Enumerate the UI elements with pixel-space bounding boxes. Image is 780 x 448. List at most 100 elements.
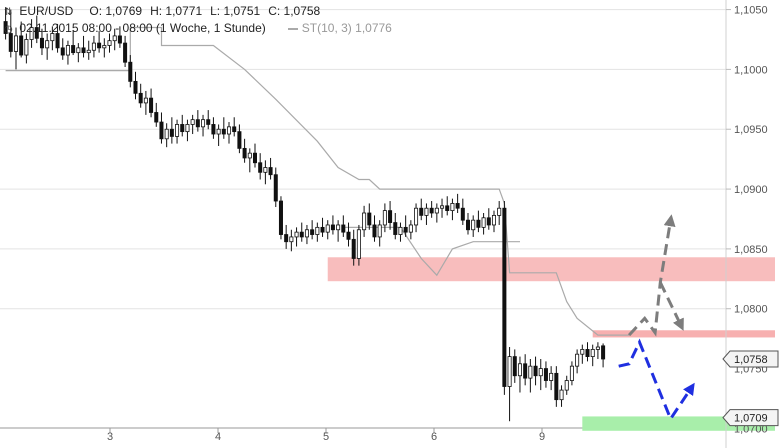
time-axis: 3 4 5 6 9	[107, 428, 545, 443]
candle-body	[97, 42, 102, 49]
candle-body	[227, 126, 232, 135]
candle-body	[351, 238, 356, 259]
y-tick-label: 1,0700	[734, 423, 768, 435]
candle	[34, 15, 39, 44]
candle	[564, 375, 569, 395]
candle-body	[450, 203, 455, 212]
candle	[102, 38, 107, 58]
y-tick-label: 1,0850	[734, 244, 768, 256]
candle	[507, 347, 512, 422]
candle	[175, 119, 180, 144]
indicator-name: ST(10, 3)	[301, 21, 352, 35]
candle	[201, 114, 206, 137]
candle-body	[549, 372, 554, 381]
candle	[76, 43, 81, 63]
candle-body	[76, 47, 81, 54]
candle-body	[460, 207, 465, 221]
candle-body	[13, 35, 18, 52]
candle	[190, 114, 195, 135]
candle-body	[491, 214, 496, 226]
candle	[512, 349, 517, 383]
candle-body	[164, 128, 169, 140]
candle	[476, 210, 481, 233]
candle-body	[185, 124, 190, 133]
candle-body	[252, 152, 257, 164]
candle-body	[55, 33, 60, 49]
candle-body	[372, 224, 377, 238]
candlesticks	[3, 7, 606, 422]
candle	[237, 124, 242, 154]
candle	[601, 343, 606, 368]
candle	[575, 349, 580, 374]
candle-body	[393, 222, 398, 235]
candle	[133, 71, 138, 100]
candle	[403, 215, 408, 237]
candle-body	[19, 35, 24, 56]
candle	[164, 123, 169, 148]
candle-body	[50, 33, 55, 42]
candle	[336, 220, 341, 242]
candle	[466, 213, 471, 235]
candle-body	[507, 356, 512, 387]
date-range-label: 02.11.2015 08:00 - 08:00 (1 Woche, 1 Stu…	[19, 21, 266, 35]
gridlines	[0, 9, 726, 429]
candle-body	[190, 119, 195, 125]
candle	[252, 143, 257, 168]
candle-body	[466, 219, 471, 231]
candle	[24, 33, 29, 64]
candle-body	[377, 224, 382, 238]
candle	[45, 33, 50, 60]
candle-body	[533, 365, 538, 377]
price-tag-label: 1,0758	[734, 354, 768, 366]
candle-body	[117, 35, 122, 44]
candle-body	[34, 27, 39, 39]
candle	[585, 342, 590, 362]
candle-body	[580, 349, 585, 355]
candle	[143, 90, 148, 115]
clock-icon: ◷	[4, 24, 13, 35]
candle-body	[29, 27, 34, 40]
candle-body	[575, 353, 580, 367]
candle-body	[86, 49, 91, 54]
candle	[117, 26, 122, 48]
candle	[289, 229, 294, 252]
candle	[86, 40, 91, 60]
candle-body	[3, 21, 8, 34]
candle-body	[481, 217, 486, 228]
candle-body	[346, 231, 351, 240]
candle	[595, 342, 600, 359]
candle-body	[128, 61, 133, 82]
candle-body	[424, 207, 429, 216]
x-tick-label: 5	[323, 431, 329, 443]
low-label: L:	[210, 4, 221, 18]
candle	[440, 198, 445, 218]
candle	[346, 222, 351, 247]
candle-body	[559, 389, 564, 401]
candle	[159, 112, 164, 144]
symbol-label: EUR/USD	[19, 4, 74, 18]
candle-body	[143, 97, 148, 104]
candle	[517, 356, 522, 393]
price-tag-shape	[722, 350, 779, 368]
candle-body	[81, 47, 86, 54]
candle	[91, 35, 96, 58]
candle-body	[414, 207, 419, 226]
candle	[123, 35, 128, 68]
candle-body	[471, 219, 476, 231]
support-price-tag: 1,0709	[722, 409, 779, 427]
candle-body	[408, 224, 413, 233]
candle	[549, 366, 554, 391]
high-value: 1,0771	[165, 4, 203, 18]
x-tick-label: 6	[431, 431, 437, 443]
candle	[227, 122, 232, 144]
candle-body	[403, 226, 408, 233]
candle-body	[263, 167, 268, 173]
candle	[128, 55, 133, 88]
candle	[13, 27, 18, 70]
candle-body	[284, 234, 289, 243]
candle	[429, 201, 434, 218]
candle	[81, 35, 86, 58]
x-tick-label: 3	[107, 431, 113, 443]
current-price-tag: 1,0758	[722, 350, 779, 368]
